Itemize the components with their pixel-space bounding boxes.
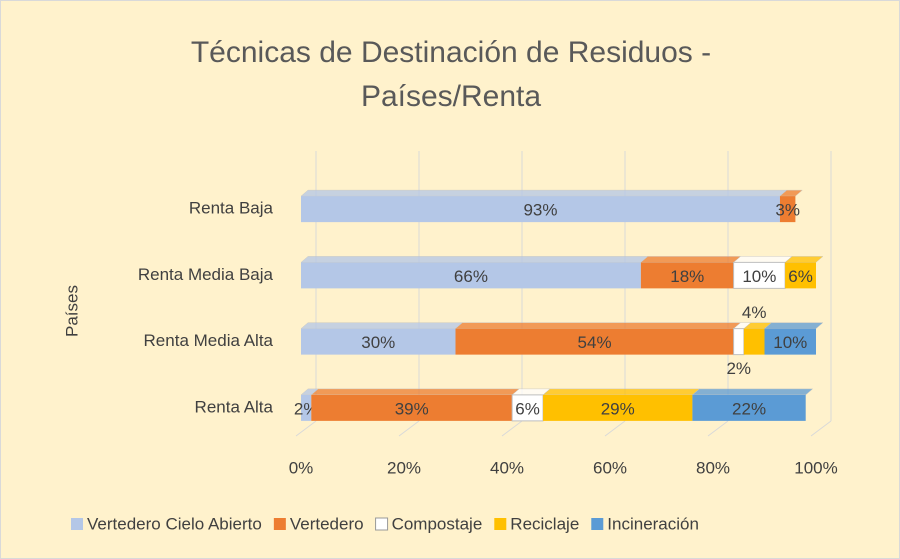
- grid-line: [295, 420, 317, 437]
- bar-top: [300, 322, 464, 329]
- grid-line: [501, 420, 523, 437]
- data-label: 22%: [732, 399, 766, 418]
- bar-segment: [301, 196, 780, 223]
- bar-top: [784, 256, 824, 263]
- grid-line: [398, 420, 420, 437]
- legend-swatch: [273, 518, 286, 530]
- bar-top: [542, 388, 701, 396]
- bar-segment: [692, 394, 806, 421]
- data-label: 29%: [601, 399, 635, 418]
- bar-segment: [543, 394, 693, 421]
- x-tick-label: 20%: [387, 458, 421, 477]
- x-tick-label: 100%: [794, 458, 837, 477]
- data-label: 30%: [361, 333, 395, 352]
- legend-swatch: [71, 518, 83, 530]
- bar-top: [310, 388, 520, 396]
- bar-top: [732, 256, 793, 263]
- grid-line: [604, 420, 626, 437]
- legend-swatch: [494, 518, 507, 530]
- bar-top: [640, 256, 742, 263]
- bar-segment: [764, 328, 816, 355]
- grid-line: [707, 420, 729, 437]
- x-tick-label: 0%: [289, 458, 314, 477]
- bar-top: [300, 189, 788, 197]
- bar-segment: [511, 394, 544, 422]
- bar-segment: [455, 328, 734, 355]
- data-label: 93%: [523, 201, 557, 220]
- legend-label: Vertedero Cielo Abierto: [87, 514, 262, 533]
- legend-swatch: [591, 518, 604, 530]
- data-label: 39%: [395, 399, 429, 418]
- y-tick-label: Renta Media Alta: [144, 331, 274, 350]
- data-label: 2%: [726, 359, 751, 378]
- bar-segment: [301, 394, 312, 421]
- bar-segment: [301, 262, 641, 289]
- legend-label: Incineración: [607, 514, 699, 533]
- data-label: 6%: [788, 267, 813, 286]
- data-label: 10%: [773, 333, 807, 352]
- data-label: 4%: [742, 303, 767, 322]
- bar-segment: [640, 262, 734, 289]
- bar-top: [691, 388, 814, 396]
- bar-segment: [779, 196, 796, 223]
- bar-segment: [733, 328, 745, 356]
- x-tick-label: 60%: [593, 458, 627, 477]
- data-label: 6%: [515, 399, 540, 418]
- bar-segment: [785, 262, 816, 289]
- data-label: 10%: [742, 267, 776, 286]
- bar-top: [763, 322, 824, 329]
- bar-top: [300, 256, 649, 263]
- y-tick-label: Renta Media Baja: [138, 265, 274, 284]
- grid-line: [810, 420, 832, 437]
- data-label: 66%: [454, 267, 488, 286]
- bar-segment: [743, 328, 765, 355]
- data-label: 54%: [578, 333, 612, 352]
- legend-label: Compostaje: [392, 514, 483, 533]
- y-tick-label: Renta Alta: [195, 397, 274, 416]
- bar-segment: [311, 394, 513, 421]
- legend-label: Reciclaje: [510, 514, 579, 533]
- y-axis-label: Países: [62, 285, 81, 337]
- chart-title: Técnicas de Destinación de Residuos - Pa…: [190, 36, 712, 113]
- bar-top: [454, 322, 742, 329]
- bar-segment: [301, 328, 456, 355]
- y-tick-label: Renta Baja: [189, 199, 274, 218]
- data-label: 3%: [775, 201, 800, 220]
- data-label: 18%: [670, 267, 704, 286]
- legend-swatch: [375, 517, 389, 531]
- x-tick-label: 40%: [490, 458, 524, 477]
- x-tick-label: 80%: [696, 458, 730, 477]
- legend-label: Vertedero: [290, 514, 364, 533]
